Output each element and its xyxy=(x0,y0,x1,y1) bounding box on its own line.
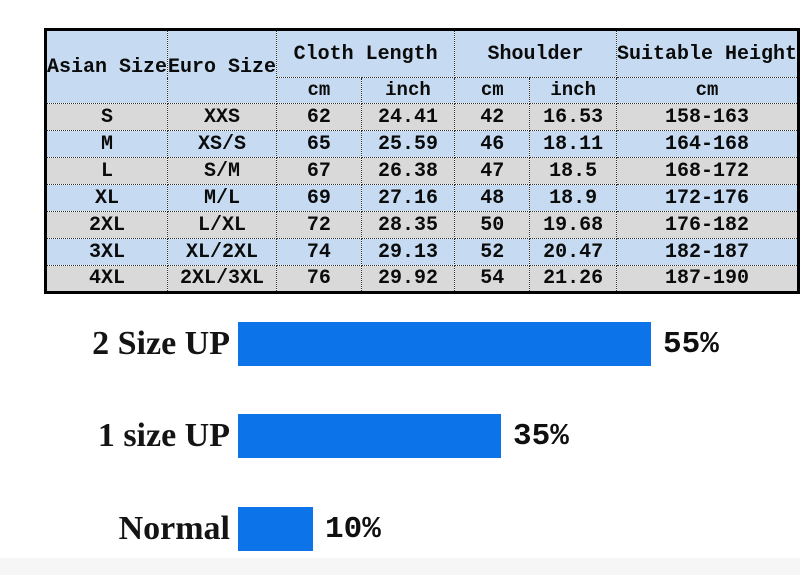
euro-size-cell: XL/2XL xyxy=(167,238,278,266)
size-table: Asian Size Euro Size Cloth Length Should… xyxy=(44,28,800,294)
table-row: 2XL L/XL 72 28.35 50 19.68 176-182 xyxy=(44,211,800,239)
asian-size-cell: S xyxy=(44,103,169,131)
cloth-inch-cell: 28.35 xyxy=(360,211,456,239)
cloth-cm-cell: 62 xyxy=(276,103,362,131)
subheader-shoulder-cm: cm xyxy=(454,77,531,104)
bar-category-label: 1 size UP xyxy=(97,417,230,454)
col-header-euro-size: Euro Size xyxy=(167,29,278,104)
chart-row-normal: Normal 10% xyxy=(0,505,381,553)
subheader-cloth-inch: inch xyxy=(360,77,456,104)
shoulder-inch-cell: 20.47 xyxy=(529,238,617,266)
table-subheader-row: cm inch cm inch cm xyxy=(46,77,800,104)
table-row: 4XL 2XL/3XL 76 29.92 54 21.26 187-190 xyxy=(44,265,800,293)
shoulder-cm-cell: 52 xyxy=(454,238,531,266)
bar-2-size-up xyxy=(238,322,651,366)
shoulder-cm-cell: 47 xyxy=(454,157,531,185)
height-cell: 172-176 xyxy=(615,184,800,212)
page-bottom-edge xyxy=(0,558,800,575)
bar-1-size-up xyxy=(238,414,501,458)
asian-size-cell: M xyxy=(44,130,169,158)
col-header-suitable-height: Suitable Height xyxy=(615,29,800,78)
cloth-inch-cell: 27.16 xyxy=(360,184,456,212)
cloth-cm-cell: 69 xyxy=(276,184,362,212)
cloth-cm-cell: 74 xyxy=(276,238,362,266)
cloth-cm-cell: 67 xyxy=(276,157,362,185)
table-row: XL M/L 69 27.16 48 18.9 172-176 xyxy=(44,184,800,212)
asian-size-cell: 3XL xyxy=(44,238,169,266)
table-header-row: Asian Size Euro Size Cloth Length Should… xyxy=(44,29,800,104)
subheader-height-cm: cm xyxy=(615,77,800,104)
bar-category-label: 2 Size UP xyxy=(92,325,230,362)
table-row: M XS/S 65 25.59 46 18.11 164-168 xyxy=(44,130,800,158)
chart-row-2-size-up: 2 Size UP 55% xyxy=(0,320,719,368)
cloth-inch-cell: 29.13 xyxy=(360,238,456,266)
asian-size-cell: L xyxy=(44,157,169,185)
shoulder-inch-cell: 18.9 xyxy=(529,184,617,212)
chart-row-1-size-up: 1 size UP 35% xyxy=(0,412,569,460)
col-header-shoulder: Shoulder xyxy=(454,29,617,78)
table-row: S XXS 62 24.41 42 16.53 158-163 xyxy=(44,103,800,131)
euro-size-cell: S/M xyxy=(167,157,278,185)
asian-size-cell: XL xyxy=(44,184,169,212)
subheader-shoulder-inch: inch xyxy=(529,77,617,104)
asian-size-cell: 2XL xyxy=(44,211,169,239)
shoulder-cm-cell: 48 xyxy=(454,184,531,212)
cloth-cm-cell: 72 xyxy=(276,211,362,239)
shoulder-cm-cell: 42 xyxy=(454,103,531,131)
height-cell: 187-190 xyxy=(615,265,800,293)
height-cell: 168-172 xyxy=(615,157,800,185)
height-cell: 164-168 xyxy=(615,130,800,158)
euro-size-cell: 2XL/3XL xyxy=(167,265,278,293)
euro-size-cell: L/XL xyxy=(167,211,278,239)
cloth-cm-cell: 76 xyxy=(276,265,362,293)
col-header-asian-size: Asian Size xyxy=(44,29,169,104)
cloth-inch-cell: 24.41 xyxy=(360,103,456,131)
col-header-cloth-length: Cloth Length xyxy=(276,29,456,78)
cloth-inch-cell: 26.38 xyxy=(360,157,456,185)
shoulder-inch-cell: 21.26 xyxy=(529,265,617,293)
bar-value-label: 55% xyxy=(663,326,719,362)
euro-size-cell: M/L xyxy=(167,184,278,212)
bar-value-label: 10% xyxy=(325,511,381,547)
height-cell: 182-187 xyxy=(615,238,800,266)
shoulder-inch-cell: 16.53 xyxy=(529,103,617,131)
shoulder-inch-cell: 19.68 xyxy=(529,211,617,239)
subheader-cloth-cm: cm xyxy=(276,77,362,104)
shoulder-inch-cell: 18.11 xyxy=(529,130,617,158)
euro-size-cell: XS/S xyxy=(167,130,278,158)
bar-value-label: 35% xyxy=(513,418,569,454)
cloth-inch-cell: 29.92 xyxy=(360,265,456,293)
euro-size-cell: XXS xyxy=(167,103,278,131)
shoulder-cm-cell: 46 xyxy=(454,130,531,158)
height-cell: 158-163 xyxy=(615,103,800,131)
bar-category-label: Normal xyxy=(118,510,230,547)
asian-size-cell: 4XL xyxy=(44,265,169,293)
table-row: 3XL XL/2XL 74 29.13 52 20.47 182-187 xyxy=(44,238,800,266)
shoulder-cm-cell: 50 xyxy=(454,211,531,239)
shoulder-cm-cell: 54 xyxy=(454,265,531,293)
table-row: L S/M 67 26.38 47 18.5 168-172 xyxy=(44,157,800,185)
cloth-cm-cell: 65 xyxy=(276,130,362,158)
height-cell: 176-182 xyxy=(615,211,800,239)
shoulder-inch-cell: 18.5 xyxy=(529,157,617,185)
bar-normal xyxy=(238,507,313,551)
cloth-inch-cell: 25.59 xyxy=(360,130,456,158)
